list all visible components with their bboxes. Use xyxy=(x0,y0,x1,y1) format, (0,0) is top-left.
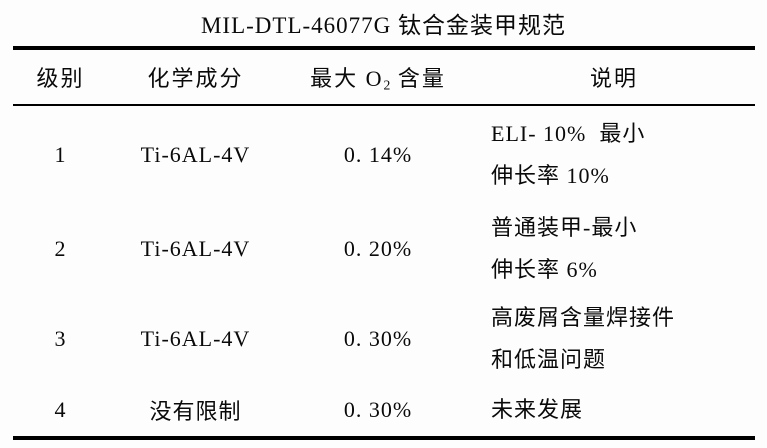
description-line-2: 伸长率 6% xyxy=(491,256,598,282)
col-header-grade: 级别 xyxy=(36,66,85,91)
description-line-1: 普通装甲-最小 xyxy=(491,214,638,240)
description-line-1: 高废屑含量焊接件 xyxy=(491,305,676,330)
grade-cell: 3 xyxy=(54,326,67,351)
description-cell: 普通装甲-最小 伸长率 6% xyxy=(473,203,755,294)
max-o2-cell: 0. 14% xyxy=(343,141,413,167)
composition-cell: Ti-6AL-4V xyxy=(140,326,251,351)
description-line-1: 未来发展 xyxy=(491,397,584,422)
table-row: 3 Ti-6AL-4V 0. 30% 高废屑含量焊接件 和低温问题 xyxy=(13,294,755,384)
composition-cell: 没有限制 xyxy=(149,399,242,424)
description-cell: 未来发展 xyxy=(473,384,755,438)
grade-cell: 4 xyxy=(54,397,67,422)
description-line-1: ELI- 10% 最小 xyxy=(491,120,646,146)
description-cell: 高废屑含量焊接件 和低温问题 xyxy=(473,294,755,384)
o2-subscript: 2 xyxy=(383,77,391,93)
grade-cell: 1 xyxy=(54,141,67,167)
grade-cell: 2 xyxy=(54,235,67,261)
composition-cell: Ti-6AL-4V xyxy=(140,141,251,167)
table-row: 2 Ti-6AL-4V 0. 20% 普通装甲-最小 伸长率 6% xyxy=(13,203,755,294)
table-row: 4 没有限制 0. 30% 未来发展 xyxy=(13,384,755,438)
col-header-max-o2: 最大 O2 含量 xyxy=(283,48,473,105)
max-o2-label-post: 含量 xyxy=(390,65,446,91)
col-header-composition: 化学成分 xyxy=(147,66,244,91)
description-line-2: 伸长率 10% xyxy=(491,162,610,188)
table-title: MIL-DTL-46077G 钛合金装甲规范 xyxy=(200,13,567,38)
max-o2-cell: 0. 20% xyxy=(343,235,413,261)
max-o2-cell: 0. 30% xyxy=(343,326,413,351)
composition-cell: Ti-6AL-4V xyxy=(140,235,251,261)
spec-table: 级别 化学成分 最大 O2 含量 说明 1 Ti-6AL-4V 0. 14% E… xyxy=(13,46,755,440)
header-row: 级别 化学成分 最大 O2 含量 说明 xyxy=(13,48,755,105)
description-line-2: 和低温问题 xyxy=(491,347,607,372)
col-header-description: 说明 xyxy=(589,66,638,91)
max-o2-cell: 0. 30% xyxy=(343,397,413,422)
max-o2-label-pre: 最大 O xyxy=(310,65,384,91)
table-row: 1 Ti-6AL-4V 0. 14% ELI- 10% 最小 伸长率 10% xyxy=(13,105,755,203)
description-cell: ELI- 10% 最小 伸长率 10% xyxy=(473,105,755,203)
